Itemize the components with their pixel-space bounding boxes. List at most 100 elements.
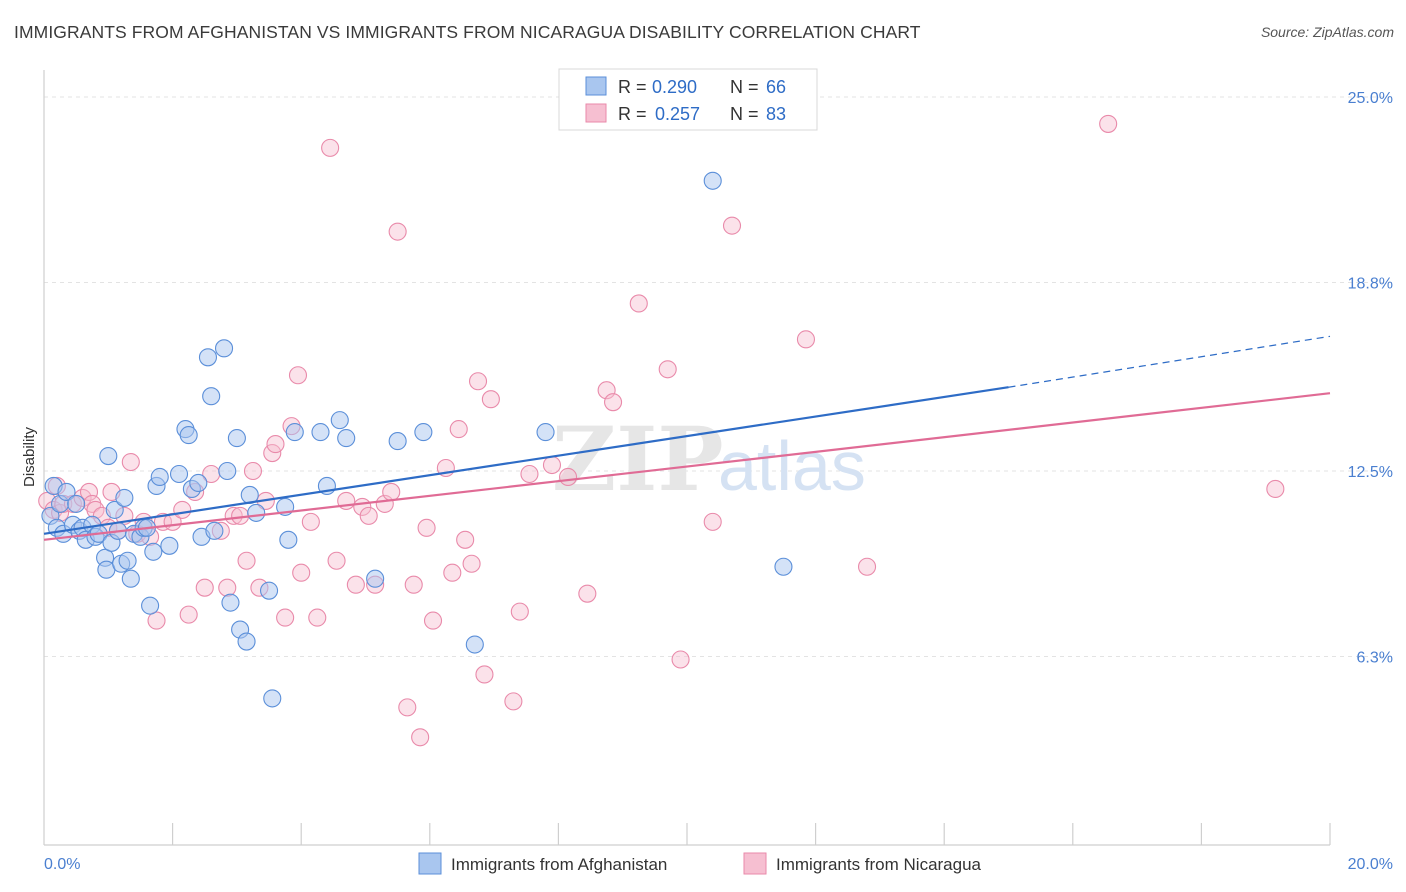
y-axis-label: Disability <box>21 426 38 487</box>
data-point-nicaragua <box>173 500 192 519</box>
legend-n-value-nicaragua: 83 <box>766 104 786 124</box>
trend-lines <box>43 335 1331 541</box>
data-point-nicaragua <box>276 608 295 627</box>
data-point-afghanistan <box>218 461 237 481</box>
data-point-nicaragua <box>243 461 263 481</box>
data-point-afghanistan <box>118 551 137 570</box>
bottom-legend-swatch-nicaragua <box>743 852 767 875</box>
data-point-nicaragua <box>520 464 539 484</box>
data-point-nicaragua <box>301 512 320 531</box>
data-point-nicaragua <box>671 650 690 669</box>
y-tick-label: 18.8% <box>1348 276 1393 293</box>
y-tick-label: 25.0% <box>1348 90 1393 107</box>
data-point-nicaragua <box>857 557 877 576</box>
legend-swatch-afghanistan <box>585 76 607 96</box>
bottom-legend: Immigrants from Afghanistan Immigrants f… <box>418 852 982 875</box>
data-point-afghanistan <box>263 689 282 708</box>
bottom-legend-label-afghanistan: Immigrants from Afghanistan <box>451 855 667 874</box>
data-point-nicaragua <box>288 366 308 385</box>
data-point-nicaragua <box>703 512 722 531</box>
data-point-afghanistan <box>221 593 240 612</box>
data-point-nicaragua <box>796 330 816 349</box>
data-point-afghanistan <box>160 536 179 555</box>
data-point-afghanistan <box>169 464 189 484</box>
data-point-nicaragua <box>456 530 475 549</box>
data-point-afghanistan <box>205 521 224 540</box>
legend-r-value-afghanistan: 0.290 <box>652 77 697 97</box>
data-point-nicaragua <box>443 563 462 582</box>
data-point-nicaragua <box>79 482 99 501</box>
data-point-nicaragua <box>1266 479 1285 499</box>
data-point-afghanistan <box>105 500 124 519</box>
data-point-nicaragua <box>475 665 494 684</box>
watermark-atlas: atlas <box>718 427 866 505</box>
trend-line-afghanistan <box>43 386 1009 535</box>
data-point-afghanistan <box>311 423 330 442</box>
data-point-nicaragua <box>308 608 327 627</box>
legend-swatch-nicaragua <box>585 103 607 123</box>
watermark-zip: ZIP <box>552 407 724 511</box>
data-point-afghanistan <box>703 171 722 190</box>
source-credit: Source: ZipAtlas.com <box>1260 24 1394 40</box>
data-point-afghanistan <box>259 581 279 600</box>
bottom-legend-swatch-afghanistan <box>418 852 442 875</box>
gridlines <box>44 96 1392 658</box>
data-point-nicaragua <box>327 551 346 570</box>
watermark: ZIP atlas <box>552 407 866 511</box>
x-tick-label-max: 20.0% <box>1348 856 1393 873</box>
data-point-nicaragua <box>504 692 523 711</box>
data-point-nicaragua <box>398 698 417 717</box>
afghanistan-points <box>41 171 793 708</box>
data-point-afghanistan <box>227 429 246 448</box>
data-point-afghanistan <box>115 488 134 507</box>
data-point-nicaragua <box>382 482 401 501</box>
data-point-afghanistan <box>247 503 266 522</box>
data-point-nicaragua <box>542 455 562 475</box>
data-point-afghanistan <box>202 387 221 406</box>
data-point-afghanistan <box>99 446 118 466</box>
legend-r-label-afghanistan: R = <box>618 77 647 97</box>
bottom-legend-label-nicaragua: Immigrants from Nicaragua <box>776 855 982 874</box>
data-point-nicaragua <box>411 728 430 747</box>
data-point-afghanistan <box>237 632 256 651</box>
data-point-nicaragua <box>359 506 378 525</box>
data-point-nicaragua <box>449 420 468 439</box>
legend-r-value-nicaragua: 0.257 <box>655 104 700 124</box>
data-point-nicaragua <box>462 554 481 573</box>
x-axis-ticks <box>172 823 1331 845</box>
data-point-afghanistan <box>279 530 298 549</box>
x-tick-label-min: 0.0% <box>44 856 80 873</box>
data-point-afghanistan <box>150 467 169 487</box>
data-point-afghanistan <box>179 426 198 445</box>
data-point-nicaragua <box>417 518 436 537</box>
data-point-nicaragua <box>224 506 243 525</box>
data-point-nicaragua <box>388 222 407 241</box>
data-point-nicaragua <box>404 575 423 594</box>
data-point-nicaragua <box>722 216 742 235</box>
data-point-nicaragua <box>1099 114 1118 133</box>
data-point-afghanistan <box>67 494 86 513</box>
data-point-nicaragua <box>629 294 648 313</box>
legend-n-value-afghanistan: 66 <box>766 77 786 97</box>
data-point-nicaragua <box>423 611 443 630</box>
data-point-nicaragua <box>468 372 488 391</box>
data-point-nicaragua <box>481 390 500 409</box>
top-legend: R = 0.290 N = 66 R = 0.257 N = 83 <box>558 68 818 131</box>
data-point-nicaragua <box>266 435 285 454</box>
trend-line-nicaragua <box>43 392 1331 541</box>
data-point-afghanistan <box>388 432 407 451</box>
data-point-afghanistan <box>285 423 304 442</box>
data-point-afghanistan <box>330 411 349 430</box>
chart-title: IMMIGRANTS FROM AFGHANISTAN VS IMMIGRANT… <box>14 22 921 42</box>
data-point-nicaragua <box>321 138 340 157</box>
data-point-afghanistan <box>189 473 208 493</box>
data-point-afghanistan <box>144 542 163 561</box>
data-point-nicaragua <box>179 605 198 624</box>
data-point-nicaragua <box>604 393 623 412</box>
data-point-afghanistan <box>121 569 140 588</box>
data-point-afghanistan <box>414 423 433 442</box>
data-point-afghanistan <box>57 482 76 501</box>
data-point-afghanistan <box>198 348 218 367</box>
data-point-nicaragua <box>510 602 529 621</box>
data-point-nicaragua <box>346 575 365 594</box>
